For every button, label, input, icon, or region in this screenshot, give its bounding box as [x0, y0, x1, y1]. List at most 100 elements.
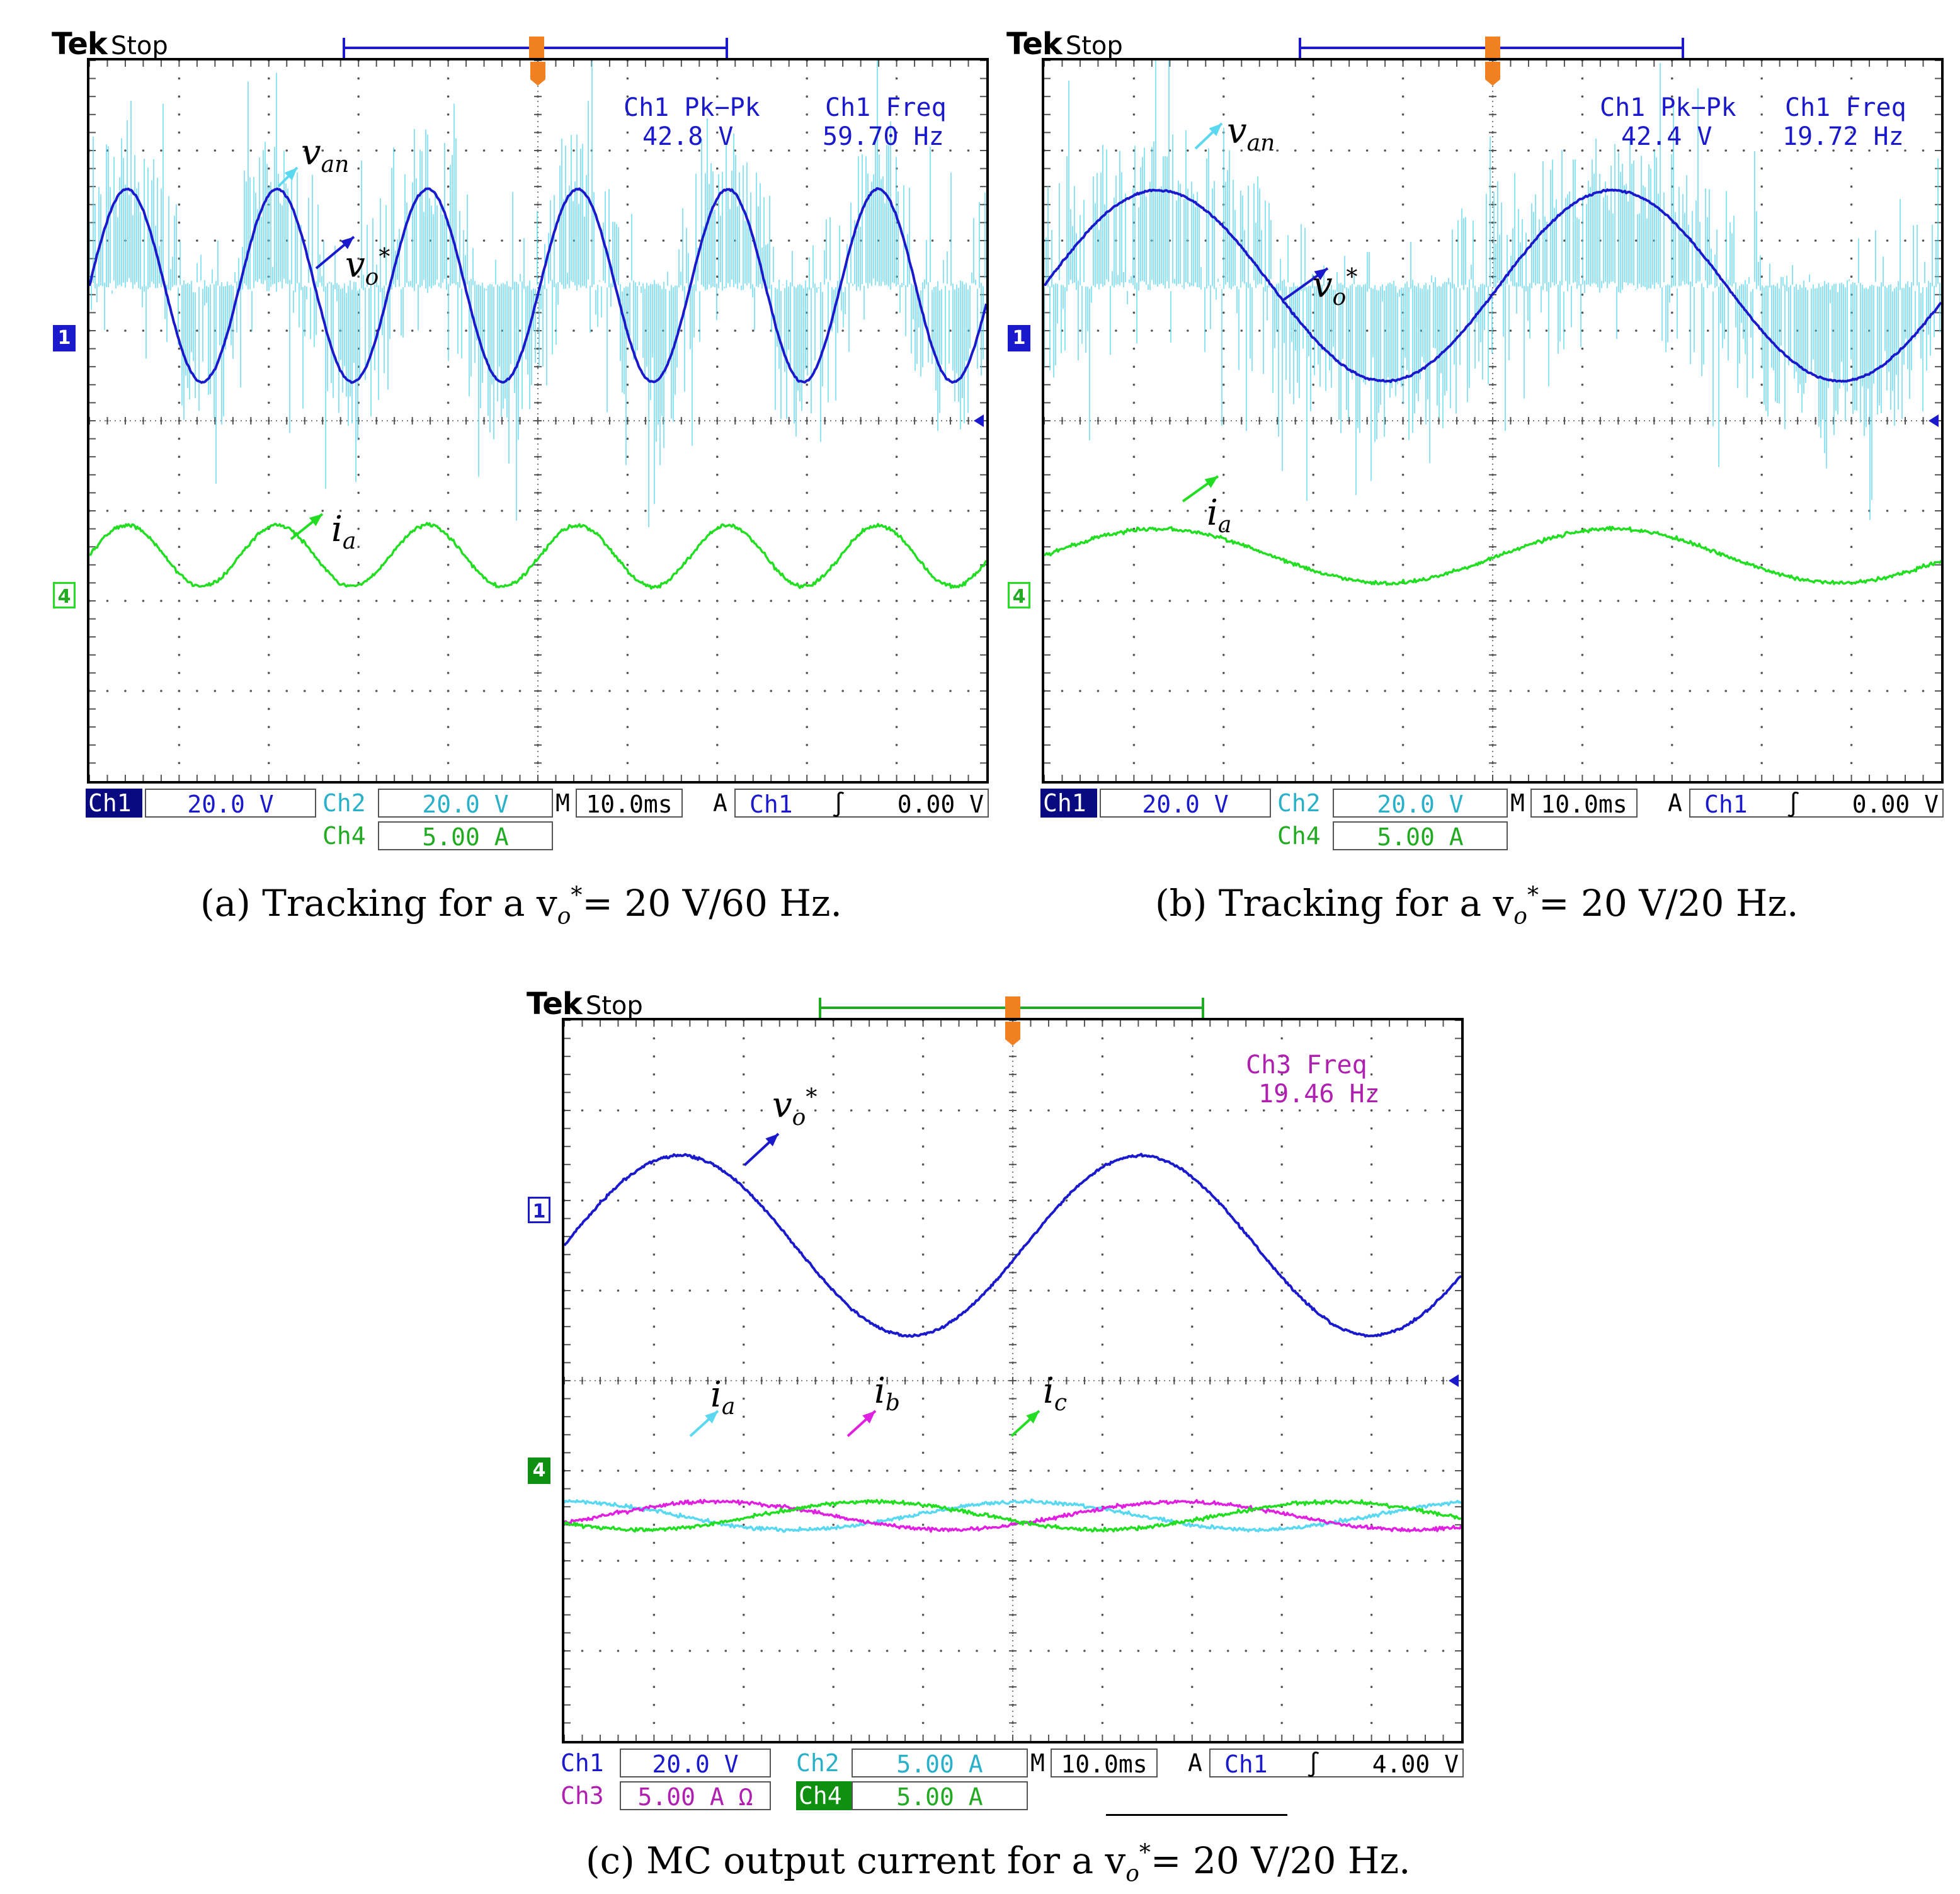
grid-dot: [1191, 1325, 1194, 1328]
grid-dot: [778, 1109, 781, 1112]
grid-dot: [160, 149, 162, 152]
grid-dot: [178, 347, 181, 350]
status-ch1: Ch1: [1040, 789, 1097, 818]
grid-dot: [743, 1631, 745, 1634]
annot-sub: o: [792, 1104, 806, 1131]
grid-dot: [1370, 1145, 1373, 1148]
grid-dot: [1760, 671, 1763, 675]
grid-dot: [1029, 1289, 1032, 1292]
grid-dot: [832, 1361, 835, 1364]
grid-dot: [796, 1469, 799, 1472]
grid-dot: [806, 671, 808, 675]
grid-dot: [814, 1650, 817, 1652]
grid-dot: [1424, 1469, 1427, 1472]
grid-dot: [1115, 600, 1117, 602]
grid-dot: [178, 131, 181, 134]
grid-dot: [652, 1524, 656, 1526]
grid-dot: [921, 1686, 925, 1688]
grid-dot: [573, 690, 575, 692]
grid-dot: [1850, 384, 1853, 386]
grid-dot: [1065, 1469, 1068, 1472]
grid-dot: [770, 149, 773, 152]
grid-dot: [832, 1181, 835, 1184]
graticule: [564, 1020, 1461, 1741]
grid-dot: [357, 726, 360, 728]
grid-dot: [832, 1434, 835, 1436]
grid-dot: [1222, 113, 1225, 116]
grid-dot: [716, 437, 719, 440]
grid-dot: [1689, 510, 1692, 512]
grid-dot: [1101, 1487, 1104, 1490]
grid-dot: [1280, 1415, 1283, 1418]
grid-dot: [1850, 455, 1853, 458]
grid-dot: [178, 690, 181, 692]
grid-dot: [1671, 384, 1673, 386]
trigger-level: 0.00 V: [897, 790, 984, 818]
grid-dot: [1388, 1650, 1391, 1652]
pointer-ic: [1010, 1410, 1040, 1437]
grid-dot: [1406, 1289, 1409, 1292]
grid-dot: [1101, 1650, 1104, 1652]
grid-dot: [967, 239, 970, 242]
grid-dot: [652, 1434, 656, 1436]
grid-dot: [178, 203, 181, 206]
grid-dot: [1850, 510, 1853, 512]
annot-sub: c: [1054, 1390, 1068, 1417]
grid-dot: [1061, 149, 1064, 152]
grid-dot: [1778, 149, 1781, 152]
grid-dot: [268, 744, 270, 746]
grid-dot: [518, 329, 521, 332]
grid-dot: [716, 401, 719, 404]
grid-dot: [806, 581, 808, 585]
grid-dot: [1850, 491, 1853, 494]
grid-dot: [1509, 690, 1512, 692]
ch1-ground-marker: 1: [528, 1197, 550, 1223]
annot-v: v: [345, 244, 365, 286]
grid-dot: [1850, 654, 1853, 656]
grid-dot: [859, 149, 862, 152]
grid-dot: [724, 1469, 727, 1472]
grid-dot: [1280, 1524, 1283, 1526]
grid-dot: [1456, 510, 1458, 512]
grid-dot: [743, 1505, 745, 1508]
grid-dot: [1922, 600, 1925, 602]
grid-dot: [1101, 1434, 1104, 1436]
grid-dot: [743, 1127, 745, 1130]
grid-dot: [1312, 527, 1314, 530]
scope-plot: [89, 60, 986, 781]
grid-dot: [1191, 1037, 1194, 1040]
grid-dot: [1850, 617, 1853, 620]
caption-sub: o: [1513, 903, 1527, 930]
grid-dot: [1778, 690, 1781, 692]
grid-dot: [1132, 491, 1136, 494]
grid-dot: [214, 239, 217, 242]
grid-dot: [832, 1667, 835, 1670]
grid-dot: [1222, 707, 1225, 710]
grid-dot: [806, 527, 808, 530]
grid-dot: [1401, 762, 1404, 765]
grid-dot: [1850, 185, 1853, 188]
grid-dot: [375, 510, 378, 512]
grid-dot: [1581, 636, 1584, 638]
grid-dot: [921, 1163, 925, 1166]
grid-dot: [841, 149, 844, 152]
grid-dot: [1671, 671, 1673, 675]
grid-dot: [877, 510, 880, 512]
status-ch2-scale: 20.0 V: [1333, 789, 1508, 818]
grid-dot: [1132, 347, 1136, 350]
grid-dot: [124, 510, 127, 512]
grid-dot: [1706, 329, 1709, 332]
grid-dot: [993, 1199, 996, 1202]
grid-dot: [482, 149, 486, 152]
grid-dot: [1047, 1289, 1050, 1292]
grid-dot: [1760, 726, 1763, 728]
grid-dot: [1760, 401, 1763, 404]
grid-dot: [357, 654, 360, 656]
grid-dot: [778, 1560, 781, 1562]
grid-dot: [268, 726, 270, 728]
grid-dot: [1280, 1253, 1283, 1256]
grid-dot: [680, 510, 683, 512]
grid-dot: [1101, 1181, 1104, 1184]
grid-dot: [1298, 1560, 1301, 1562]
grid-dot: [1191, 1055, 1194, 1058]
